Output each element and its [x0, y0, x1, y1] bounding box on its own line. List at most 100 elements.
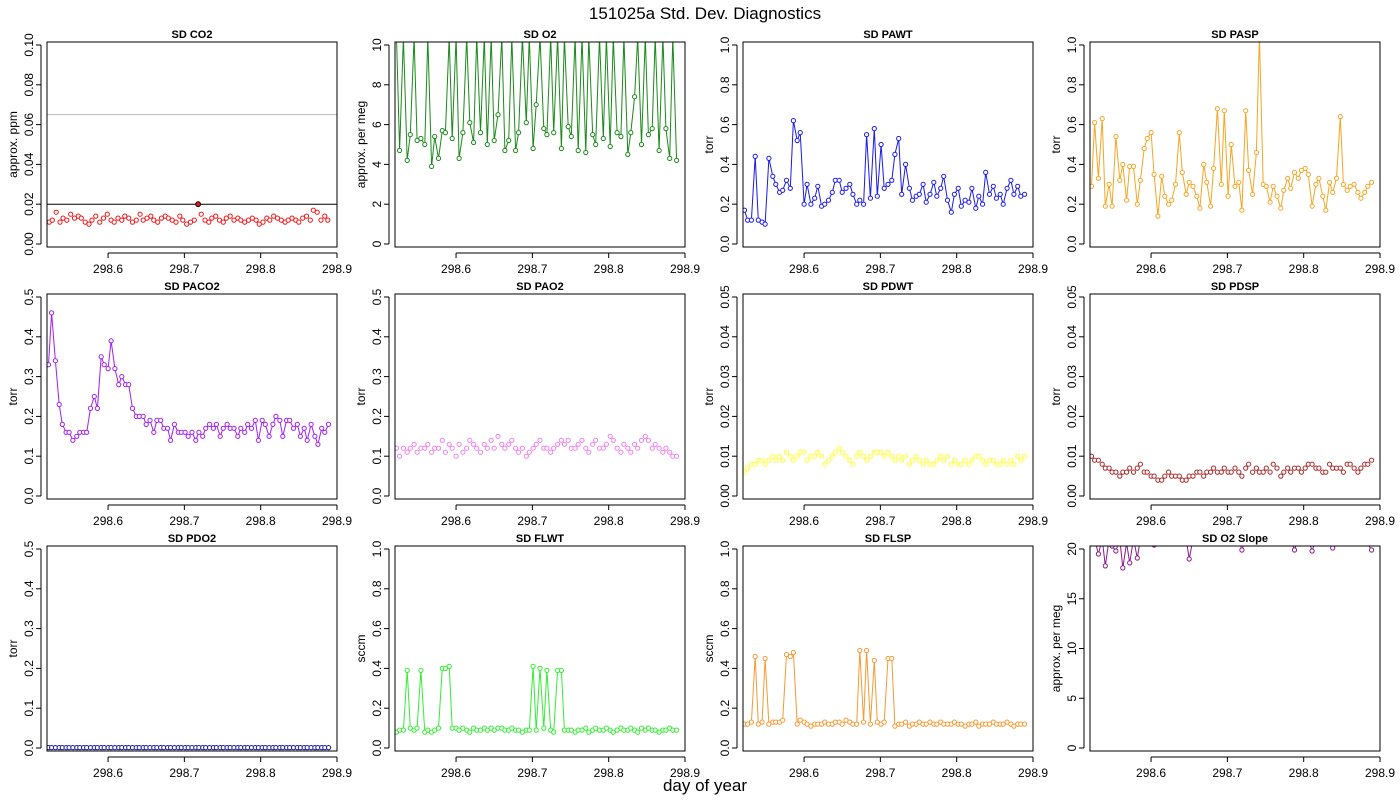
data-point: [899, 191, 905, 197]
data-point: [1138, 537, 1142, 541]
data-point: [548, 449, 554, 455]
data-point: [934, 457, 940, 463]
data-point: [57, 219, 63, 225]
data-point: [126, 382, 132, 388]
data-point: [1089, 537, 1093, 541]
data-point: [638, 141, 645, 148]
data-point: [1106, 465, 1112, 471]
y-tick-label: 0.00: [22, 232, 36, 256]
data-point: [140, 413, 146, 419]
data-point: [1095, 457, 1102, 463]
data-point: [1334, 537, 1338, 541]
data-point: [1117, 473, 1123, 479]
data-point: [790, 457, 797, 463]
data-point: [562, 35, 566, 39]
data-point: [227, 213, 233, 219]
data-point: [896, 135, 902, 142]
data-point: [773, 457, 779, 463]
data-point: [1144, 469, 1150, 475]
x-tick-label: 298.6: [93, 262, 123, 276]
data-point: [663, 445, 669, 451]
data-point: [944, 453, 951, 459]
data-point: [836, 177, 842, 183]
data-point: [748, 719, 755, 725]
data-point: [1260, 469, 1266, 475]
data-point: [223, 215, 229, 221]
plot-area: [47, 745, 332, 751]
data-point: [89, 217, 95, 223]
data-point: [628, 725, 634, 731]
data-point: [267, 217, 273, 223]
data-point: [1359, 537, 1363, 541]
data-point: [471, 139, 477, 146]
panel-title: SD PACO2: [164, 281, 219, 293]
data-point: [1170, 537, 1174, 541]
data-point: [783, 449, 790, 455]
y-tick-label: 0.6: [718, 620, 732, 637]
data-point: [1141, 145, 1147, 152]
data-point: [173, 219, 179, 225]
data-point: [652, 727, 658, 733]
data-point: [755, 721, 761, 727]
data-point: [906, 461, 913, 467]
data-point: [857, 647, 863, 654]
panel-sd-pdo2: SD PDO2 torr 298.6 298.7 298.8 298.9 0.0 0.1 0.2…: [6, 533, 352, 780]
data-point: [1099, 116, 1105, 122]
data-point: [1137, 461, 1144, 467]
y-axis: 0 2 4 6 8 10: [370, 38, 390, 247]
data-point: [414, 137, 420, 144]
data-point: [1015, 183, 1021, 189]
data-point: [1337, 114, 1343, 120]
data-point: [98, 354, 104, 360]
x-tick-label: 298.9: [322, 766, 352, 780]
data-point: [822, 201, 828, 207]
y-axis: 0.00 0.02 0.04 0.06 0.08 0.10: [22, 33, 42, 256]
data-point: [1337, 465, 1343, 471]
data-point: [1172, 181, 1179, 187]
y-axis: 0.0 0.2 0.4 0.6 0.8 1.0: [1065, 36, 1085, 252]
data-point: [1095, 175, 1102, 181]
data-point: [808, 201, 814, 207]
data-point: [597, 35, 601, 39]
data-point: [184, 221, 190, 227]
data-point: [825, 197, 832, 203]
y-tick-label: 0.3: [22, 368, 36, 385]
data-point: [1253, 465, 1260, 471]
data-point: [168, 437, 174, 443]
data-point: [1327, 461, 1333, 467]
panel-sd-flsp: SD FLSP sccm 298.6 298.7 298.8 298.9 0.0 0.2 0.4…: [702, 533, 1048, 780]
data-point: [916, 457, 922, 463]
data-point: [674, 727, 680, 733]
plot-area: [743, 118, 1028, 227]
series-line: [1095, 546, 1373, 568]
data-point: [892, 151, 898, 157]
y-tick-label: 0.03: [718, 365, 732, 389]
data-point: [488, 437, 494, 443]
data-point: [583, 725, 589, 731]
y-axis-label: approx. per meg: [1049, 605, 1063, 692]
panel-title: SD O2: [523, 29, 556, 41]
data-point: [1298, 469, 1305, 475]
data-point: [986, 721, 993, 727]
data-point: [407, 132, 413, 138]
data-point: [867, 453, 874, 459]
y-tick-label: 0.6: [718, 116, 732, 133]
x-tick-label: 298.7: [1212, 766, 1242, 780]
data-point: [499, 441, 505, 447]
data-point: [530, 663, 536, 670]
data-point: [829, 189, 835, 195]
y-axis-label: torr: [702, 135, 716, 153]
data-point: [923, 199, 929, 205]
data-point: [610, 729, 616, 735]
data-point: [923, 721, 929, 727]
data-point: [966, 461, 972, 467]
y-tick-label: 1.0: [1065, 36, 1079, 53]
data-point: [1134, 201, 1140, 207]
data-point: [931, 179, 937, 185]
panel-sd-pao2: SD PAO2 torr 298.6 298.7 298.8 298.9 0.0 0.1 0.2…: [354, 281, 700, 528]
data-point: [839, 189, 845, 195]
data-point: [456, 155, 462, 161]
y-tick-label: 0.04: [718, 325, 732, 349]
y-axis: 0.0 0.1 0.2 0.3 0.4 0.5: [22, 540, 42, 756]
